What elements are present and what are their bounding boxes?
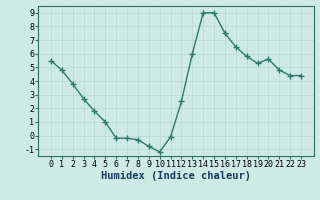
- X-axis label: Humidex (Indice chaleur): Humidex (Indice chaleur): [101, 171, 251, 181]
